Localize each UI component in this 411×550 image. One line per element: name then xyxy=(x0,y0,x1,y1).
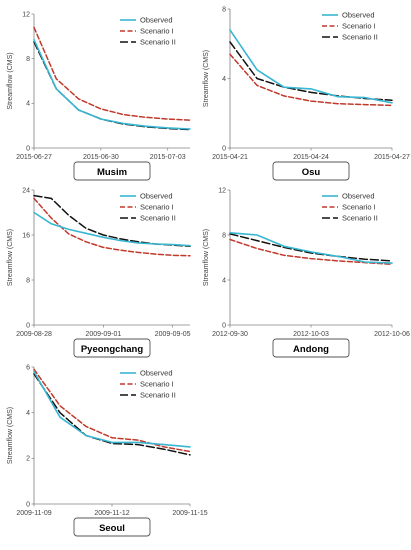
legend-label-observed: Observed xyxy=(342,192,375,201)
y-tick-label: 4 xyxy=(26,410,30,417)
x-tick-label: 2015-06-30 xyxy=(83,154,119,161)
site-label-box xyxy=(73,338,151,358)
x-tick-label: 2009-09-01 xyxy=(85,331,121,338)
series-line-observed xyxy=(229,29,393,104)
x-tick-label: 2009-11-15 xyxy=(172,510,207,517)
series-line-scenario-ii xyxy=(33,373,191,456)
legend-label-scenario-ii: Scenario II xyxy=(140,214,176,223)
site-label: Pyeongchang xyxy=(81,344,143,355)
site-label: Musim xyxy=(97,167,127,178)
chart-osu: 0 4 8 2015-04-21 2015-04-24 2015-04-27 Streamf… xyxy=(203,6,410,181)
x-tick-label: 2015-04-21 xyxy=(212,154,248,161)
y-tick-label: 8 xyxy=(26,56,30,63)
series-line-observed xyxy=(33,38,191,130)
y-axis-label: Streamflow (CMS) xyxy=(7,229,14,286)
legend-label-scenario-ii: Scenario II xyxy=(342,33,378,42)
site-label-box xyxy=(272,338,350,358)
y-tick-label: 16 xyxy=(22,232,30,239)
x-tick-label: 2009-11-12 xyxy=(94,510,129,517)
x-tick-label: 2012-10-06 xyxy=(374,331,410,338)
legend-label-scenario-i: Scenario I xyxy=(140,380,174,389)
legend: Observed Scenario I Scenario II xyxy=(120,369,176,400)
y-tick-label: 6 xyxy=(26,364,30,371)
legend-label-scenario-i: Scenario I xyxy=(342,203,376,212)
legend-label-observed: Observed xyxy=(342,11,375,20)
y-axis-label: Streamflow (CMS) xyxy=(7,52,14,109)
site-label: Andong xyxy=(293,344,329,355)
legend: Observed Scenario I Scenario II xyxy=(322,11,378,42)
legend: Observed Scenario I Scenario II xyxy=(120,192,176,223)
legend-label-observed: Observed xyxy=(140,369,173,378)
series-line-scenario-ii xyxy=(229,41,393,101)
y-tick-label: 8 xyxy=(26,277,30,284)
y-axis-label: Streamflow (CMS) xyxy=(203,229,210,286)
legend-label-scenario-i: Scenario I xyxy=(140,203,174,212)
y-tick-label: 4 xyxy=(26,101,30,108)
y-tick-label: 0 xyxy=(222,145,226,152)
series-line-scenario-ii xyxy=(229,233,393,262)
site-label: Seoul xyxy=(99,523,125,534)
site-label-box xyxy=(272,161,350,181)
chart-andong: 0 4 8 12 2012-09-30 2012-10-03 2012-10-06 Strea… xyxy=(203,187,410,358)
legend: Observed Scenario I Scenario II xyxy=(322,192,378,223)
legend-label-scenario-ii: Scenario II xyxy=(140,391,176,400)
y-tick-label: 24 xyxy=(22,187,30,194)
y-tick-label: 12 xyxy=(22,11,30,18)
legend-label-scenario-i: Scenario I xyxy=(140,27,174,36)
y-tick-label: 4 xyxy=(222,76,226,83)
site-label: Osu xyxy=(302,167,321,178)
y-tick-label: 0 xyxy=(222,322,226,329)
series-line-scenario-i xyxy=(33,368,191,453)
legend-label-scenario-ii: Scenario II xyxy=(140,38,176,47)
y-tick-label: 4 xyxy=(222,277,226,284)
y-tick-label: 0 xyxy=(26,322,30,329)
y-tick-label: 0 xyxy=(26,145,30,152)
x-tick-label: 2012-10-03 xyxy=(293,331,329,338)
series-line-scenario-i xyxy=(33,26,191,121)
legend-label-observed: Observed xyxy=(140,192,173,201)
y-axis-label: Streamflow (CMS) xyxy=(7,407,14,464)
y-tick-label: 2 xyxy=(26,456,30,463)
y-tick-label: 8 xyxy=(222,232,226,239)
series-line-scenario-i xyxy=(229,53,393,107)
x-tick-label: 2009-11-09 xyxy=(16,510,51,517)
x-tick-label: 2015-04-27 xyxy=(374,154,410,161)
legend-label-scenario-i: Scenario I xyxy=(342,22,376,31)
chart-pyeongchang: 0 8 16 24 2009-08-28 2009-09-01 2009-09-05 Stre… xyxy=(7,187,191,358)
chart-musim: 0 4 8 12 2015-06-27 2015-06-30 2015-07-03 Strea… xyxy=(7,11,191,181)
site-label-box xyxy=(73,517,151,537)
x-tick-label: 2012-09-30 xyxy=(212,331,248,338)
series-line-observed xyxy=(229,232,393,264)
legend: Observed Scenario I Scenario II xyxy=(120,16,176,47)
series-line-observed xyxy=(33,211,191,247)
x-tick-label: 2015-07-03 xyxy=(150,154,186,161)
x-tick-label: 2009-08-28 xyxy=(16,331,52,338)
legend-label-scenario-ii: Scenario II xyxy=(342,214,378,223)
site-label-box xyxy=(73,161,151,181)
legend-label-observed: Observed xyxy=(140,16,173,25)
x-tick-label: 2015-04-24 xyxy=(293,154,329,161)
series-line-observed xyxy=(33,370,191,448)
chart-seoul: 0 2 4 6 2009-11-09 2009-11-12 2009-11-15 Stream… xyxy=(7,364,208,537)
x-tick-label: 2015-06-27 xyxy=(16,154,52,161)
series-line-scenario-ii xyxy=(33,41,191,131)
y-tick-label: 12 xyxy=(218,187,226,194)
x-tick-label: 2009-09-05 xyxy=(155,331,191,338)
y-tick-label: 0 xyxy=(26,501,30,508)
y-tick-label: 8 xyxy=(222,6,226,13)
y-axis-label: Streamflow (CMS) xyxy=(203,50,210,107)
